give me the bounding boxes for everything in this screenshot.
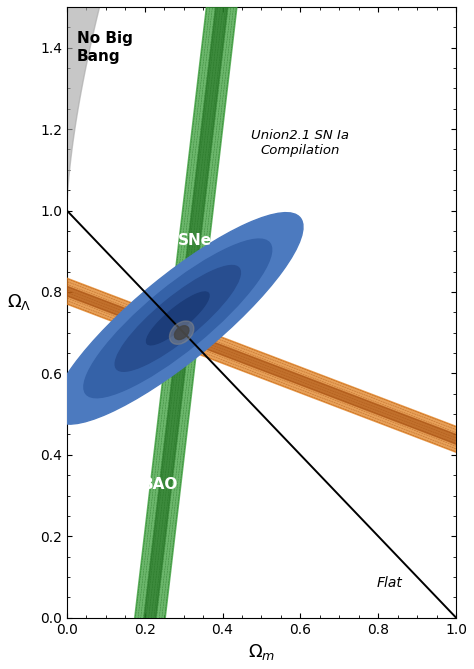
Polygon shape (110, 0, 259, 669)
Y-axis label: $\Omega_\Lambda$: $\Omega_\Lambda$ (7, 292, 31, 312)
X-axis label: $\Omega_m$: $\Omega_m$ (248, 642, 275, 662)
Text: CMB: CMB (328, 461, 366, 476)
Ellipse shape (146, 292, 209, 345)
Polygon shape (20, 263, 474, 467)
Ellipse shape (174, 326, 189, 340)
Ellipse shape (84, 239, 272, 398)
Polygon shape (22, 270, 474, 460)
Polygon shape (67, 7, 100, 211)
Text: Flat: Flat (377, 576, 403, 590)
Text: BAO: BAO (142, 478, 179, 492)
Polygon shape (119, 0, 249, 669)
Text: Union2.1 SN Ia
Compilation: Union2.1 SN Ia Compilation (251, 129, 349, 157)
Text: No Big
Bang: No Big Bang (77, 31, 132, 64)
Ellipse shape (170, 321, 194, 345)
Text: SNe: SNe (178, 233, 212, 248)
Ellipse shape (115, 266, 240, 371)
Ellipse shape (53, 213, 303, 424)
